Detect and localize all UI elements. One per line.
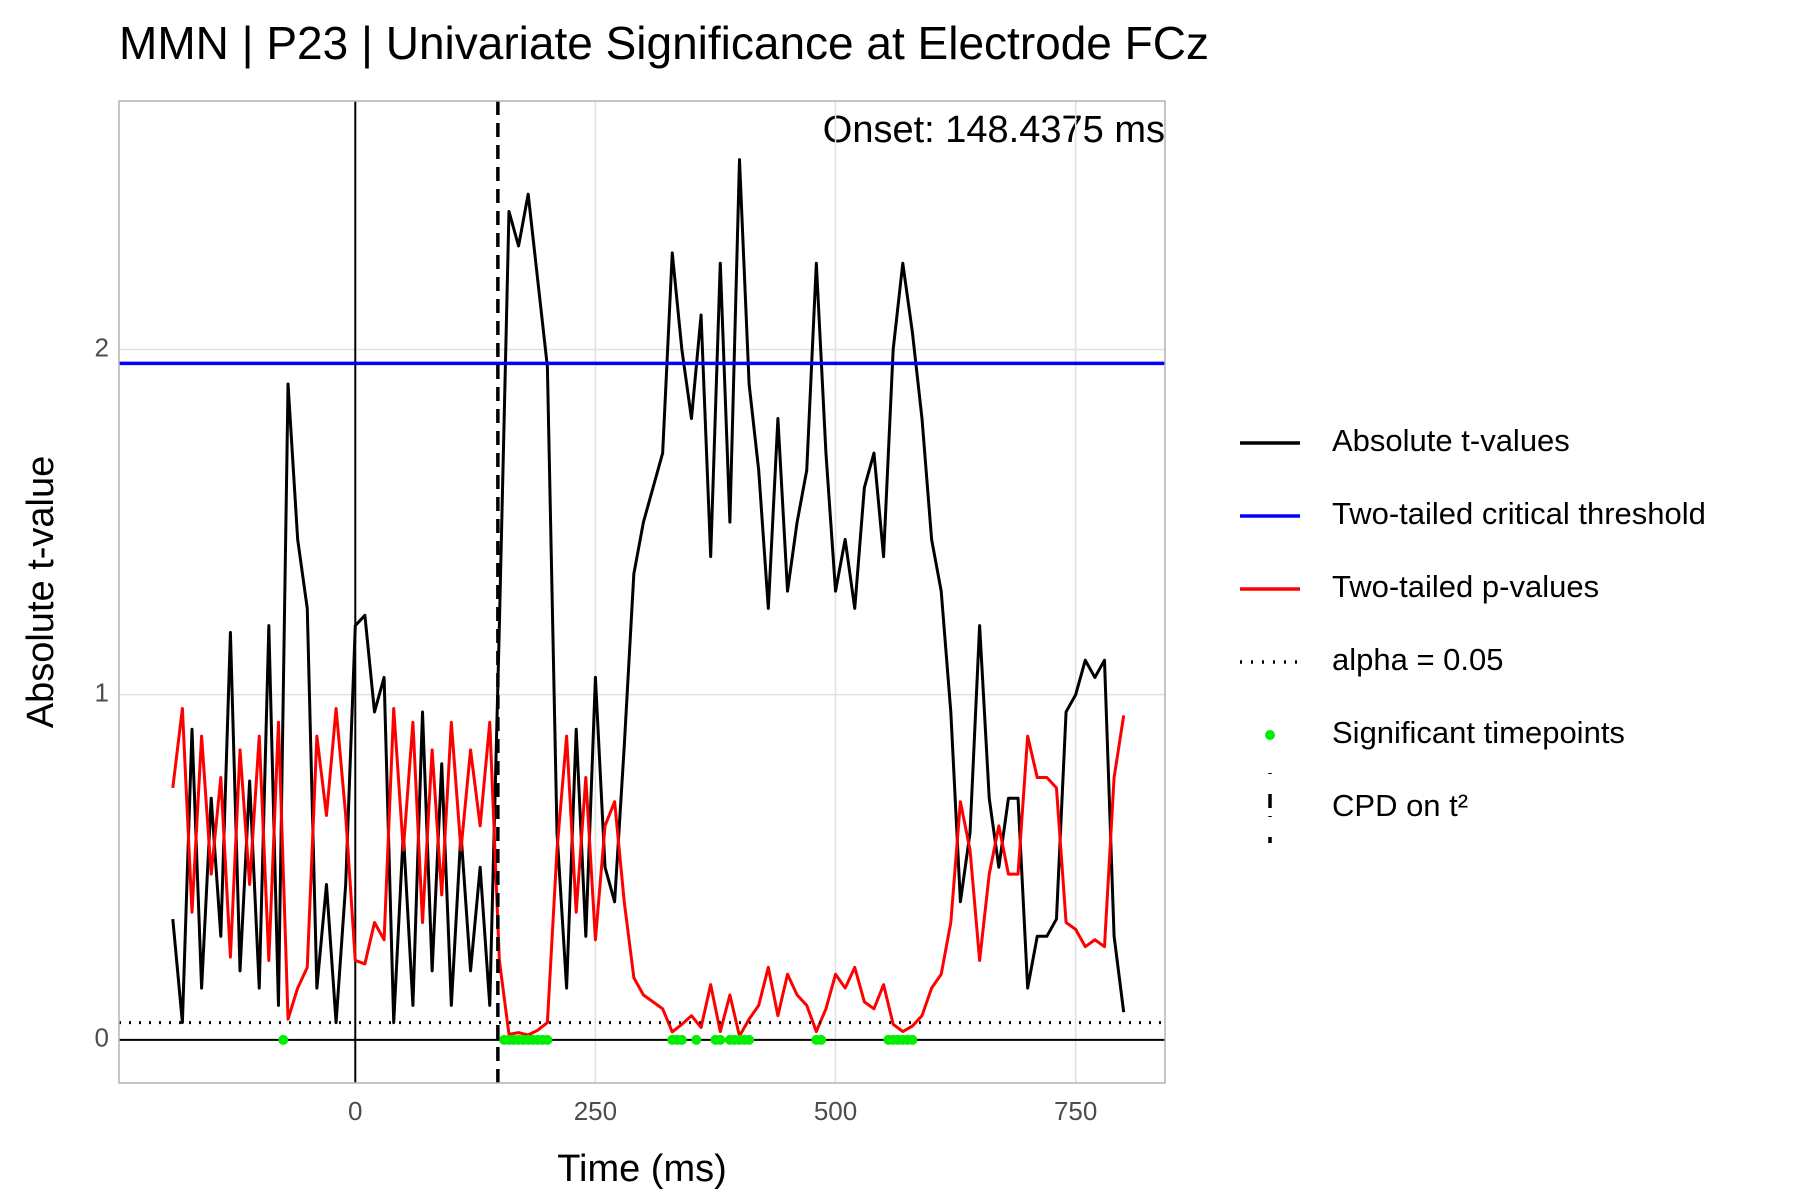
significant-point [691,1034,702,1045]
legend-label: CPD on t² [1332,788,1468,823]
y-tick-label: 2 [95,332,109,362]
x-axis-title: Time (ms) [557,1148,727,1190]
legend-key [1265,730,1275,740]
panel-border [118,100,1166,1084]
legend-label: Absolute t-values [1332,423,1570,458]
legend-label: Two-tailed critical threshold [1332,496,1706,531]
significant-point [278,1034,289,1045]
x-tick-label: 750 [1054,1096,1097,1126]
plot-area [119,101,1165,1083]
annotation: Onset: 148.4375 ms [823,109,1165,151]
x-tick-label: 250 [574,1096,617,1126]
y-tick-label: 1 [95,678,109,708]
y-axis-title: Absolute t-value [20,456,62,729]
legend-label: alpha = 0.05 [1332,642,1504,677]
legend-label: Two-tailed p-values [1332,569,1599,604]
legend: Absolute t-values Two-tailed critical thr… [1240,423,1706,843]
series-line [171,158,1126,1025]
significant-point [744,1034,755,1045]
significant-point [816,1034,827,1045]
significant-point [715,1034,726,1045]
x-tick-label: 500 [814,1096,857,1126]
significant-point [907,1034,918,1045]
significant-point [676,1034,687,1045]
series-line [171,706,1126,1038]
legend-label: Significant timepoints [1332,715,1625,750]
x-tick-label: 0 [348,1096,362,1126]
y-tick-label: 0 [95,1023,109,1053]
chart-title: MMN | P23 | Univariate Significance at E… [119,17,1209,69]
significant-point [542,1034,553,1045]
